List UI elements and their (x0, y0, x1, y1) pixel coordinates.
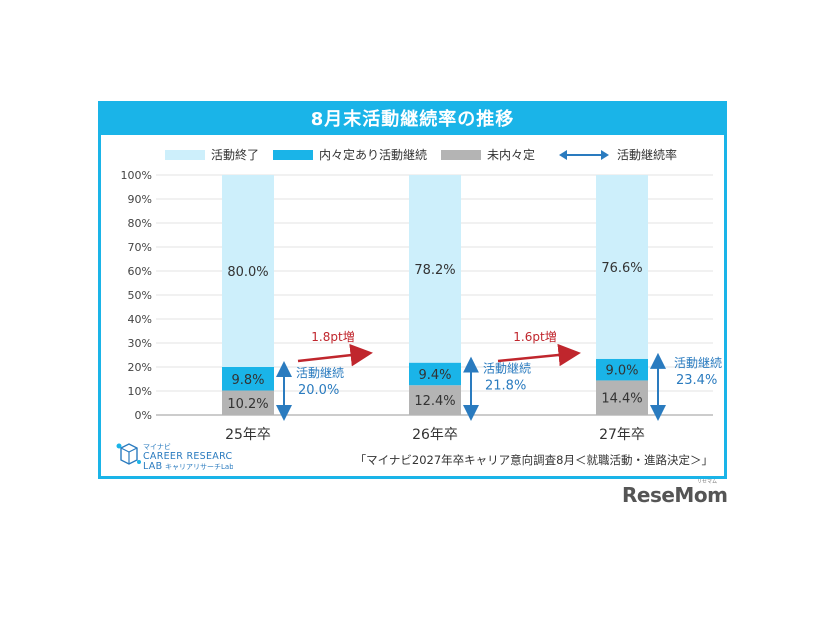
y-tick-label: 20% (128, 361, 152, 374)
x-category-label: 25年卒 (225, 427, 271, 443)
increase-label: 1.6pt増 (513, 330, 556, 344)
bar-segment (409, 175, 461, 363)
bar-segment (596, 358, 648, 381)
bar-segment (596, 380, 648, 415)
y-tick-label: 40% (128, 313, 152, 326)
increase-arrow-icon (297, 343, 373, 367)
bar-segment (596, 175, 648, 359)
cube-icon (116, 443, 141, 465)
legend-swatch (273, 150, 313, 160)
legend-label: 未内々定 (487, 147, 535, 162)
bar-segment (222, 390, 274, 415)
bar-data-label: 14.4% (601, 392, 642, 407)
bar-data-label: 78.2% (414, 263, 455, 278)
annotations: 活動継続 20.0% 活動継続 21.8% 活動継続 23.4% 1.8pt増 1.6pt増 (276, 330, 722, 421)
x-category-label: 27年卒 (599, 427, 645, 443)
continuation-label: 活動継続 (296, 365, 344, 380)
legend-label: 活動継続率 (617, 147, 677, 162)
y-tick-label: 10% (128, 385, 152, 398)
career-research-lab-logo: マイナビ CAREER RESEARCH LAB キャリアリサーチLab (116, 442, 233, 472)
y-tick-label: 60% (128, 265, 152, 278)
bar-segment (222, 175, 274, 367)
bar-segment (222, 367, 274, 391)
bar-data-label: 12.4% (414, 394, 455, 409)
bar-segment (409, 385, 461, 415)
y-tick-label: 70% (128, 241, 152, 254)
legend: 活動終了 内々定あり活動継続 未内々定 活動継続率 (165, 147, 677, 162)
bar-data-label: 9.0% (605, 364, 638, 379)
y-tick-label: 100% (121, 169, 152, 182)
bar-data-label: 9.4% (418, 368, 451, 383)
resemom-watermark: ReseMom (622, 483, 728, 507)
resemom-ruby: リセマム (697, 479, 718, 485)
legend-swatch (165, 150, 205, 160)
chart-title: 8月末活動継続率の推移 (101, 104, 724, 135)
chart-frame: 8月末活動継続率の推移 活動終了 内々定あり活動継続 未内々定 活動継続率 0% 10%… (98, 101, 727, 479)
stacked-bar-chart: 活動終了 内々定あり活動継続 未内々定 活動継続率 0% 10% 20% 30% 40% 50%… (121, 147, 722, 467)
increase-label: 1.8pt増 (311, 330, 354, 344)
continuation-value: 20.0% (298, 383, 339, 398)
logo-sub-text: キャリアリサーチLab (165, 463, 233, 471)
legend-swatch (441, 150, 481, 160)
continuation-label: 活動継続 (483, 361, 531, 376)
y-tick-label: 30% (128, 337, 152, 350)
x-category-label: 26年卒 (412, 427, 458, 443)
continuation-value: 21.8% (485, 379, 526, 394)
bar-data-label: 9.8% (231, 373, 264, 388)
logo-main-text: CAREER RESEARCH (143, 451, 233, 462)
logo-small-text: マイナビ (143, 442, 171, 451)
bar-segment (409, 362, 461, 386)
continuation-label: 活動継続 (674, 355, 722, 370)
y-tick-label: 80% (128, 217, 152, 230)
source-note: 「マイナビ2027年卒キャリア意向調査8月＜就職活動・進路決定＞」 (355, 453, 713, 467)
y-tick-label: 50% (128, 289, 152, 302)
logo-lab-text: LAB (143, 461, 162, 472)
bar-data-label: 76.6% (601, 261, 642, 276)
legend-double-arrow-icon (559, 150, 609, 160)
y-tick-label: 0% (135, 409, 152, 422)
legend-label: 内々定あり活動継続 (319, 147, 427, 162)
increase-arrow-icon (497, 343, 581, 367)
bar-data-label: 80.0% (227, 265, 268, 280)
bars: 10.2% 9.8% 80.0% 25年卒 12.4% 9.4% 78.2% 26年卒 14.4… (222, 175, 648, 443)
bar-data-label: 10.2% (227, 397, 268, 412)
continuation-value: 23.4% (676, 373, 717, 388)
y-tick-label: 90% (128, 193, 152, 206)
legend-label: 活動終了 (211, 147, 259, 162)
